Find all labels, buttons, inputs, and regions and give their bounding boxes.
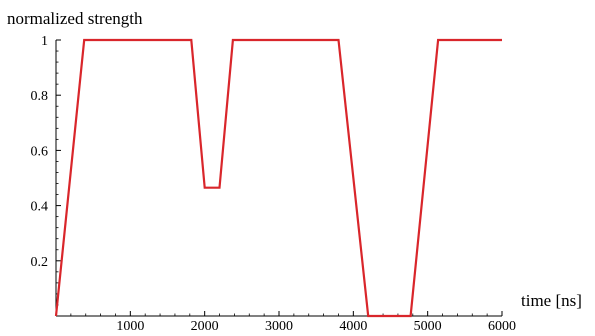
x-tick-label: 4000 <box>339 319 367 334</box>
series <box>54 38 502 318</box>
axes <box>55 40 502 317</box>
y-tick-label: 1 <box>41 34 48 49</box>
series-line-0 <box>54 38 502 318</box>
x-tick-label: 5000 <box>414 319 442 334</box>
x-tick-label: 2000 <box>191 319 219 334</box>
y-axis-label: normalized strength <box>7 9 143 28</box>
ticks: 1000 2000 3000 4000 5000 6000 0.2 0.4 0.6 0.8 1 <box>31 34 517 334</box>
y-tick-label: 0.2 <box>31 255 49 270</box>
x-tick-label: 3000 <box>265 319 293 334</box>
x-tick-label: 1000 <box>116 319 144 334</box>
y-tick-label: 0.8 <box>31 89 49 104</box>
x-axis-label: time [ns] <box>521 291 582 310</box>
y-tick-label: 0.6 <box>31 144 49 159</box>
y-tick-label: 0.4 <box>31 200 49 215</box>
x-tick-label: 6000 <box>488 319 516 334</box>
